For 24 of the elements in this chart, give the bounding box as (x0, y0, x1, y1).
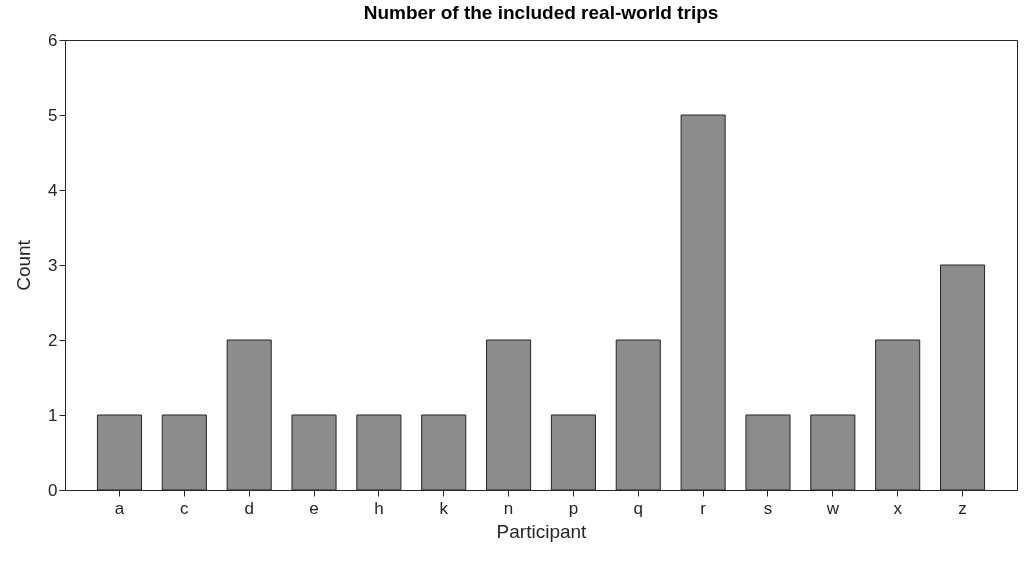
x-tick-label: x (893, 498, 903, 518)
y-tick-label: 4 (48, 180, 58, 200)
x-tick-label: n (503, 498, 514, 518)
y-tick-label: 5 (48, 105, 58, 125)
x-tick-label: z (958, 498, 967, 518)
x-tick-label: p (568, 498, 579, 518)
x-tick-label: c (180, 498, 190, 518)
x-tick-label: a (114, 498, 125, 518)
x-axis-title: Participant (496, 520, 588, 542)
x-tick-label: s (763, 498, 773, 518)
x-tick-label: q (633, 498, 644, 518)
x-tick-label: k (439, 498, 449, 518)
x-tick-label: e (309, 498, 319, 518)
chart-title: Number of the included real-world trips (363, 2, 719, 23)
x-tick-label: w (825, 498, 840, 518)
y-axis-title: Count (13, 239, 35, 291)
x-tick-label: h (374, 498, 384, 518)
y-tick-label: 1 (48, 405, 58, 425)
y-tick-label: 3 (48, 255, 58, 275)
y-tick-label: 2 (48, 330, 58, 350)
y-tick-label: 6 (48, 30, 58, 50)
x-tick-label: d (244, 498, 254, 518)
y-tick-label: 0 (48, 480, 58, 500)
x-tick-label: r (700, 498, 707, 518)
